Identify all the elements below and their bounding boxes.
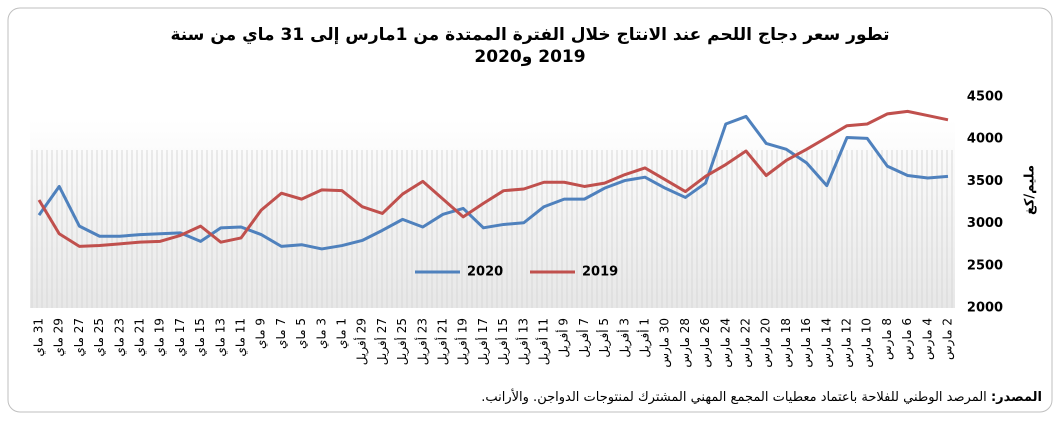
legend-label: 2020 <box>467 265 503 280</box>
y-tick-label: 4500 <box>967 90 1003 105</box>
x-tick-label: 18 مارس <box>779 318 794 368</box>
y-axis-label: مليم/كغ <box>1023 165 1038 215</box>
x-tick-label: 9 أفريل <box>556 318 572 358</box>
x-tick-label: 31 ماي <box>32 318 46 357</box>
x-tick-label: 29 أفريل <box>354 318 370 365</box>
x-tick-label: 4 مارس <box>920 318 935 360</box>
x-tick-label: 17 أفريل <box>475 318 491 365</box>
x-tick-label: 15 ماي <box>193 318 207 357</box>
x-tick-label: 12 مارس <box>840 318 855 368</box>
x-tick-label: 19 أفريل <box>455 318 471 365</box>
x-tick-label: 5 أفريل <box>596 318 612 358</box>
x-tick-label: 19 ماي <box>153 318 167 357</box>
x-tick-label: 9 ماي <box>254 318 268 349</box>
x-tick-label: 7 أفريل <box>576 318 592 358</box>
x-tick-label: 24 مارس <box>718 318 733 368</box>
x-tick-label: 25 أفريل <box>394 318 410 365</box>
x-tick-label: 23 ماي <box>112 318 126 357</box>
x-tick-label: 11 ماي <box>234 318 248 357</box>
x-tick-label: 30 مارس <box>658 318 673 368</box>
y-tick-label: 3500 <box>967 174 1003 189</box>
y-tick-label: 4000 <box>967 132 1003 147</box>
x-tick-label: 8 مارس <box>880 318 895 360</box>
x-tick-label: 25 ماي <box>92 318 106 357</box>
x-tick-label: 21 ماي <box>133 318 147 357</box>
x-tick-label: 17 ماي <box>173 318 187 357</box>
x-tick-label: 13 أفريل <box>515 318 531 365</box>
y-tick-label: 2500 <box>967 258 1003 273</box>
x-tick-label: 20 مارس <box>759 318 774 368</box>
x-tick-label: 28 مارس <box>678 318 693 368</box>
x-tick-label: 2 مارس <box>941 318 956 360</box>
x-tick-label: 14 مارس <box>819 318 834 368</box>
x-tick-label: 13 ماي <box>213 318 227 357</box>
x-tick-label: 10 مارس <box>860 318 875 368</box>
x-tick-label: 27 أفريل <box>374 318 390 365</box>
source-label: المصدر: <box>990 390 1042 405</box>
y-tick-label: 3000 <box>967 216 1003 231</box>
x-tick-label: 27 ماي <box>72 318 86 357</box>
x-tick-label: 11 أفريل <box>536 318 552 365</box>
x-tick-label: 21 أفريل <box>435 318 451 365</box>
source-text: المرصد الوطني للفلاحة باعتماد معطيات الم… <box>481 390 987 405</box>
legend-label: 2019 <box>582 265 618 280</box>
x-tick-label: 6 مارس <box>900 318 915 360</box>
x-tick-label: 7 ماي <box>274 318 288 349</box>
x-tick-label: 5 ماي <box>294 318 308 349</box>
x-tick-label: 23 أفريل <box>414 318 430 365</box>
x-tick-label: 1 ماي <box>335 318 349 349</box>
x-tick-label: 26 مارس <box>698 318 713 368</box>
x-tick-label: 3 ماي <box>314 318 328 349</box>
x-tick-label: 1 أفريل <box>637 318 653 358</box>
chart-title: تطور سعر دجاج اللحم عند الانتاج خلال الف… <box>170 25 890 67</box>
x-tick-label: 3 أفريل <box>616 318 632 358</box>
x-tick-label: 16 مارس <box>799 318 814 368</box>
line-series <box>37 109 949 248</box>
source-note: المصدر: المرصد الوطني للفلاحة باعتماد مع… <box>481 390 1042 405</box>
x-tick-label: 29 ماي <box>52 318 66 357</box>
x-tick-label: 22 مارس <box>739 318 754 368</box>
y-tick-label: 2000 <box>967 301 1003 316</box>
x-tick-label: 15 أفريل <box>495 318 511 365</box>
